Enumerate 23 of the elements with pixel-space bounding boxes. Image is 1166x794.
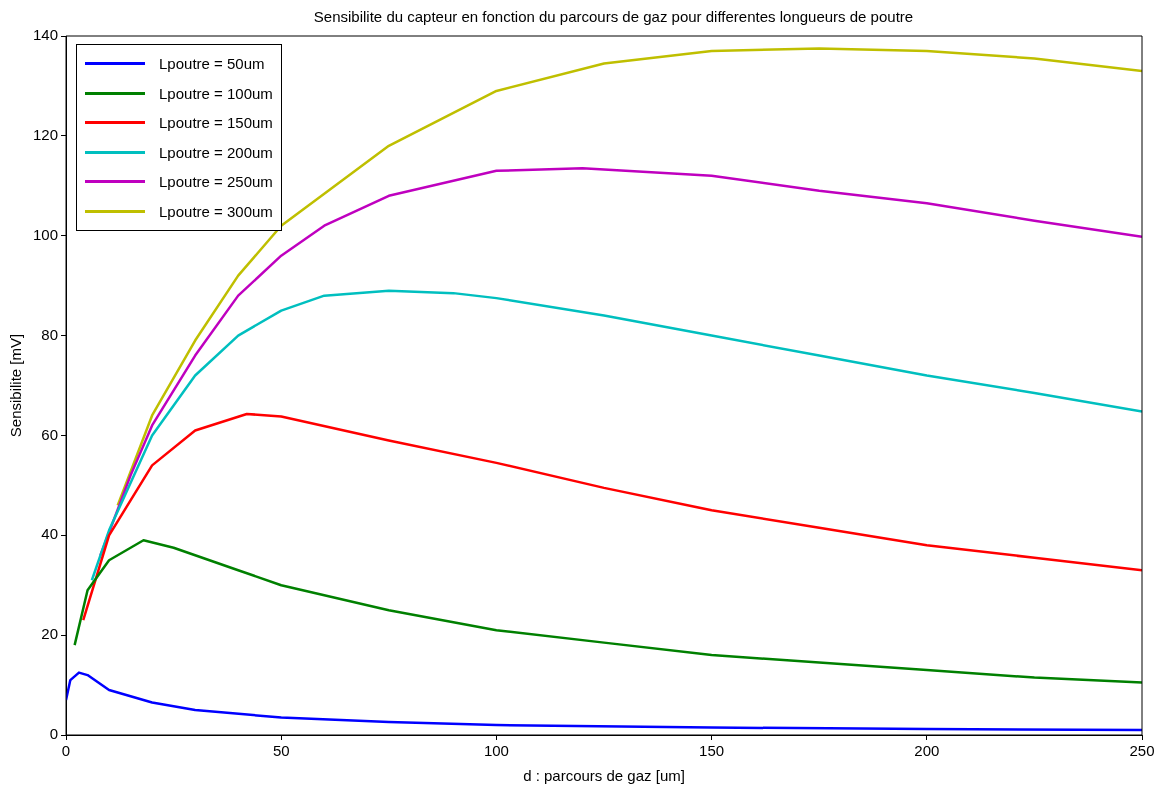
y-tick-label: 100 (33, 225, 59, 243)
x-axis-title: d : parcours de gaz [um] (523, 767, 685, 785)
legend-label: Lpoutre = 200um (159, 143, 273, 161)
legend-label: Lpoutre = 250um (159, 173, 273, 191)
x-tick-label: 100 (483, 742, 509, 760)
x-tick-label: 50 (272, 742, 290, 760)
legend-label: Lpoutre = 150um (159, 114, 273, 132)
x-tick-label: 0 (61, 742, 71, 760)
x-tick-label: 250 (1129, 742, 1155, 760)
y-tick-label: 0 (49, 725, 59, 743)
y-tick-label: 20 (41, 625, 59, 643)
y-tick-label: 60 (41, 425, 59, 443)
y-tick-label: 80 (41, 325, 59, 343)
legend-label: Lpoutre = 300um (159, 202, 273, 220)
x-tick-label: 150 (699, 742, 725, 760)
x-tick-label: 200 (914, 742, 940, 760)
chart-title: Sensibilite du capteur en fonction du parcours de gaz pour differentes longueurs de poutre (312, 8, 915, 25)
y-axis-title: Sensibilite [mV] (7, 333, 25, 438)
y-tick-label: 40 (41, 525, 59, 543)
legend-label: Lpoutre = 100um (159, 84, 273, 102)
legend-label: Lpoutre = 50um (159, 55, 265, 73)
y-tick-label: 120 (33, 126, 59, 143)
y-tick-label: 140 (33, 26, 59, 44)
